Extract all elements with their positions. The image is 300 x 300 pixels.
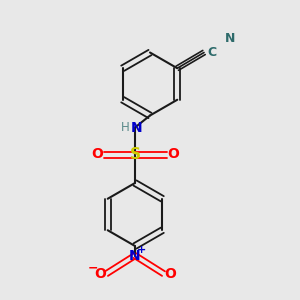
Text: O: O bbox=[91, 148, 103, 161]
Text: −: − bbox=[88, 262, 98, 275]
Text: +: + bbox=[137, 245, 146, 255]
Text: O: O bbox=[94, 267, 106, 280]
Text: O: O bbox=[164, 267, 176, 280]
Text: C: C bbox=[207, 46, 216, 59]
Text: N: N bbox=[131, 121, 142, 134]
Text: N: N bbox=[225, 32, 236, 45]
Text: H: H bbox=[121, 121, 130, 134]
Text: S: S bbox=[130, 147, 140, 162]
Text: O: O bbox=[167, 148, 179, 161]
Text: N: N bbox=[129, 249, 141, 262]
